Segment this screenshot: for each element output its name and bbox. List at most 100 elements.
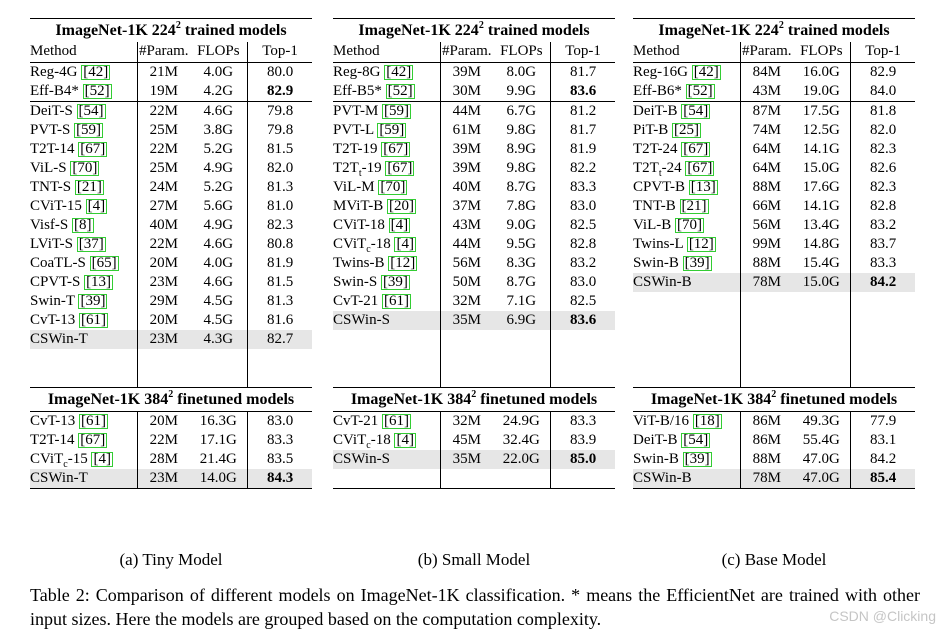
flops-cell: 7.8G <box>506 198 537 214</box>
top1-best-value: 85.0 <box>569 451 597 467</box>
section-title-sup: 2 <box>168 388 174 400</box>
citation-link[interactable]: [70] <box>70 160 100 176</box>
flops-cell: 5.2G <box>203 141 234 157</box>
citation-link[interactable]: [61] <box>79 413 109 429</box>
citation-link[interactable]: [18] <box>692 413 722 429</box>
method-cell: CPVT-B [13] <box>633 178 741 197</box>
top1-cell: 84.0 <box>850 82 915 102</box>
citation-link[interactable]: [20] <box>386 198 416 214</box>
citation-link[interactable]: [39] <box>682 255 712 271</box>
citation-link[interactable]: [61] <box>79 312 109 328</box>
method-name: Eff-B4* <box>30 83 83 99</box>
flops-cell: 47.0G <box>802 451 840 467</box>
citation-link[interactable]: [67] <box>78 141 108 157</box>
top1-cell: 83.3 <box>550 178 615 197</box>
citation-link[interactable]: [67] <box>385 160 415 176</box>
filler-row <box>30 368 312 388</box>
param-cell: 88M <box>740 450 793 469</box>
table-row: CSWin-B 78M 15.0G 84.2 <box>633 273 915 292</box>
citation-link[interactable]: [59] <box>382 103 412 119</box>
flops-cell: 7.1G <box>506 293 537 309</box>
header-row: Method #Param. FLOPs Top-1 <box>633 42 915 63</box>
citation-link[interactable]: [65] <box>89 255 119 271</box>
param-cell: 45M <box>440 431 493 450</box>
top1-cell: 81.3 <box>247 178 312 197</box>
method-name: CoaTL-S <box>30 255 90 271</box>
citation-link[interactable]: [39] <box>380 274 410 290</box>
flops-cell: 4.0G <box>203 64 234 80</box>
top1-cell: 84.2 <box>850 273 915 292</box>
citation-link[interactable]: [70] <box>675 217 705 233</box>
table-row: DeiT-B [54] 86M 55.4G 83.1 <box>633 431 915 450</box>
citation-link[interactable]: [12] <box>686 236 716 252</box>
flops-cell: 6.9G <box>492 311 551 330</box>
citation-link[interactable]: [4] <box>394 236 416 252</box>
method-name: TNT-S <box>30 179 75 195</box>
citation-link[interactable]: [25] <box>672 122 702 138</box>
citation-link[interactable]: [39] <box>78 293 108 309</box>
top1-cell: 81.7 <box>550 121 615 140</box>
top1-cell: 83.3 <box>550 411 615 431</box>
subcaption-small: (b) Small Model <box>417 550 531 569</box>
table-row: PVT-S [59] 25M 3.8G 79.8 <box>30 121 312 140</box>
param-cell: 86M <box>740 411 793 431</box>
param-cell: 88M <box>740 178 793 197</box>
citation-link[interactable]: [21] <box>74 179 104 195</box>
filler-cell <box>493 330 551 349</box>
citation-link[interactable]: [52] <box>385 83 415 99</box>
citation-link[interactable]: [4] <box>91 451 113 467</box>
top1-cell: 82.3 <box>850 140 915 159</box>
param-cell: 61M <box>440 121 493 140</box>
citation-link[interactable]: [52] <box>685 83 715 99</box>
citation-link[interactable]: [54] <box>681 432 711 448</box>
citation-link[interactable]: [13] <box>84 274 114 290</box>
section-title-sup: 2 <box>471 388 477 400</box>
comparison-table: ImageNet-1K 2242 trained models Method #Pa… <box>333 18 615 489</box>
citation-link[interactable]: [42] <box>691 64 721 80</box>
citation-link[interactable]: [67] <box>381 141 411 157</box>
table-row: CvT-13 [61] 20M 4.5G 81.6 <box>30 311 312 330</box>
table-row: Eff-B5* [52] 30M 9.9G 83.6 <box>333 82 615 102</box>
citation-link[interactable]: [4] <box>85 198 108 214</box>
citation-link[interactable]: [42] <box>81 64 111 80</box>
flops-cell: 4.3G <box>189 330 248 349</box>
citation-link[interactable]: [4] <box>394 432 416 448</box>
method-cell: DeiT-S [54] <box>30 101 138 121</box>
top1-cell: 83.6 <box>550 82 615 102</box>
table-row: TNT-B [21] 66M 14.1G 82.8 <box>633 197 915 216</box>
citation-link[interactable]: [67] <box>685 160 715 176</box>
section-title-sup: 2 <box>175 19 181 31</box>
filler-cell <box>850 311 915 330</box>
citation-link[interactable]: [8] <box>72 217 94 233</box>
citation-link[interactable]: [61] <box>382 293 412 309</box>
citation-link[interactable]: [59] <box>377 122 407 138</box>
citation-link[interactable]: [52] <box>82 83 112 99</box>
citation-link[interactable]: [70] <box>378 179 408 195</box>
citation-link[interactable]: [37] <box>76 236 106 252</box>
param-cell: 23M <box>137 469 190 489</box>
method-name: Twins-L <box>633 236 687 252</box>
citation-link[interactable]: [4] <box>388 217 411 233</box>
param-cell: 24M <box>137 178 190 197</box>
citation-link[interactable]: [61] <box>382 413 412 429</box>
citation-link[interactable]: [67] <box>78 432 108 448</box>
param-cell: 22M <box>137 235 190 254</box>
citation-link[interactable]: [54] <box>681 103 711 119</box>
flops-cell: 9.8G <box>506 160 537 176</box>
citation-link[interactable]: [67] <box>681 141 711 157</box>
citation-link[interactable]: [39] <box>682 451 712 467</box>
citation-link[interactable]: [13] <box>688 179 718 195</box>
section-title-224: ImageNet-1K 2242 trained models <box>30 18 312 42</box>
filler-cell <box>137 368 190 388</box>
citation-link[interactable]: [21] <box>679 198 709 214</box>
filler-cell <box>440 330 493 349</box>
flops-cell: 9.9G <box>506 83 537 99</box>
method-name: T2T-19 <box>333 141 382 157</box>
filler-row <box>333 469 615 489</box>
citation-link[interactable]: [54] <box>76 103 106 119</box>
watermark: CSDN @Clicking <box>829 608 936 624</box>
citation-link[interactable]: [42] <box>384 64 414 80</box>
filler-cell <box>793 368 851 388</box>
citation-link[interactable]: [59] <box>74 122 104 138</box>
citation-link[interactable]: [12] <box>388 255 418 271</box>
